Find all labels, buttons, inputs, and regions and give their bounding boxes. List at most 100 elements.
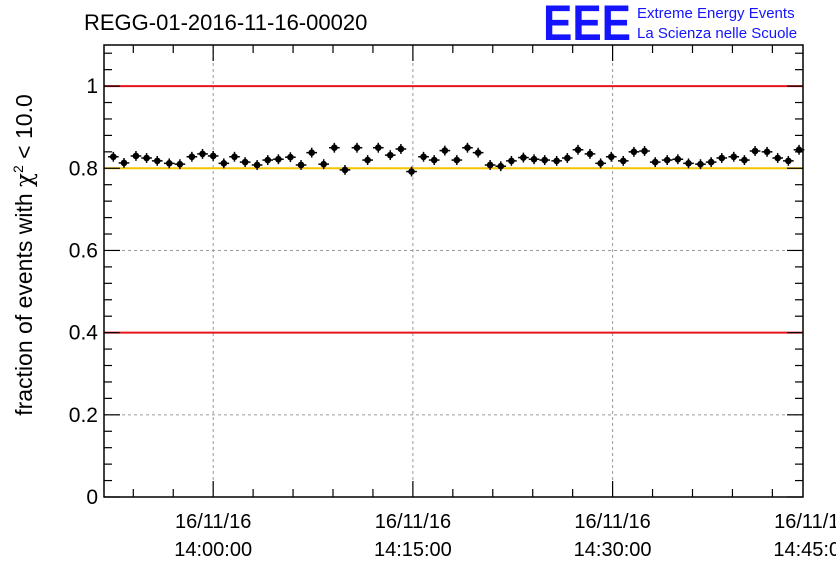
point-marker: [708, 159, 715, 166]
point-marker: [464, 144, 471, 151]
x-tick-date-label: 16/11/16: [774, 511, 836, 533]
data-point: [662, 155, 673, 165]
point-marker: [242, 159, 249, 166]
data-point: [396, 144, 407, 154]
point-marker: [199, 151, 206, 158]
data-point: [240, 157, 251, 167]
point-marker: [652, 159, 659, 166]
logo: EEE Extreme Energy Events La Scienza nel…: [543, 0, 797, 51]
point-marker: [264, 157, 271, 164]
point-marker: [752, 148, 759, 155]
data-point: [141, 153, 152, 163]
x-tick-date-label: 16/11/16: [375, 511, 451, 533]
data-point: [639, 146, 650, 156]
x-tick-time-label: 14:45:00: [773, 539, 836, 561]
point-marker: [431, 157, 438, 164]
data-point: [783, 156, 794, 166]
point-marker: [718, 155, 725, 162]
y-axis-label-sup: 2: [10, 165, 26, 173]
data-point: [772, 153, 783, 163]
point-marker: [287, 154, 294, 161]
point-marker: [342, 167, 349, 174]
data-point: [539, 155, 550, 165]
y-axis-label-symbol: χ: [12, 173, 38, 187]
point-marker: [354, 144, 361, 151]
data-point: [529, 154, 540, 164]
point-marker: [454, 157, 461, 164]
data-point: [739, 155, 750, 165]
data-point: [306, 148, 317, 158]
point-marker: [520, 154, 527, 161]
data-point: [352, 143, 363, 153]
data-point: [518, 153, 529, 163]
axes: 0 0.2 0.4 0.6 0.8 1 16/11/16 14:00:00 16/11/16 14…: [69, 45, 836, 561]
data-point: [573, 145, 584, 155]
point-marker: [620, 158, 627, 165]
logo-mark: EEE: [543, 0, 631, 51]
data-point: [197, 149, 208, 159]
data-point: [506, 156, 517, 166]
point-marker: [631, 149, 638, 156]
y-tick-label: 0.6: [69, 239, 98, 262]
point-marker: [387, 152, 394, 159]
y-tick-label: 1: [86, 75, 98, 98]
data-point: [673, 154, 684, 164]
point-marker: [785, 158, 792, 165]
point-marker: [189, 153, 196, 160]
point-marker: [133, 153, 140, 160]
data-point: [562, 153, 573, 163]
point-marker: [308, 149, 315, 156]
data-point: [606, 152, 617, 162]
data-point: [429, 155, 440, 165]
y-tick-label: 0.4: [69, 322, 99, 345]
data-point: [595, 158, 606, 168]
data-point: [440, 146, 451, 156]
data-point: [152, 156, 163, 166]
point-marker: [166, 160, 173, 167]
point-marker: [398, 146, 405, 153]
point-marker: [475, 149, 482, 156]
data-point: [219, 158, 230, 168]
data-point: [273, 154, 284, 164]
data-point: [716, 153, 727, 163]
point-marker: [641, 148, 648, 155]
point-marker: [331, 144, 338, 151]
point-marker: [487, 162, 494, 169]
point-marker: [553, 158, 560, 165]
x-tick-time-label: 14:30:00: [574, 539, 652, 561]
point-marker: [575, 146, 582, 153]
data-point: [187, 152, 198, 162]
data-point: [362, 155, 373, 165]
point-marker: [541, 157, 548, 164]
point-marker: [231, 153, 238, 160]
logo-line1: Extreme Energy Events: [637, 5, 795, 22]
data-point: [551, 156, 562, 166]
x-tick-time-label: 14:15:00: [374, 539, 452, 561]
data-point: [473, 148, 484, 158]
y-axis-label-suffix: < 10.0: [11, 94, 37, 165]
x-tick-date-label: 16/11/16: [574, 511, 650, 533]
data-point: [750, 146, 761, 156]
point-marker: [408, 168, 415, 175]
grid: [104, 45, 803, 497]
data-point: [706, 157, 717, 167]
data-point: [462, 143, 473, 153]
point-marker: [121, 160, 128, 167]
point-marker: [298, 162, 305, 169]
y-tick-label: 0.2: [69, 404, 98, 427]
point-marker: [154, 158, 161, 165]
data-point: [585, 149, 596, 159]
data-point: [108, 152, 119, 162]
y-axis-label: fraction of events with χ2 < 10.0: [10, 94, 38, 416]
data-point: [385, 150, 396, 160]
data-point: [683, 158, 694, 168]
point-marker: [587, 151, 594, 158]
chart: REGG-01-2016-11-16-00020 EEE Extreme Ene…: [0, 0, 836, 572]
data-point: [762, 147, 773, 157]
logo-line2: La Scienza nelle Scuole: [637, 25, 797, 42]
data-point: [208, 151, 219, 161]
point-marker: [143, 155, 150, 162]
point-marker: [364, 157, 371, 164]
point-marker: [741, 157, 748, 164]
point-marker: [608, 153, 615, 160]
